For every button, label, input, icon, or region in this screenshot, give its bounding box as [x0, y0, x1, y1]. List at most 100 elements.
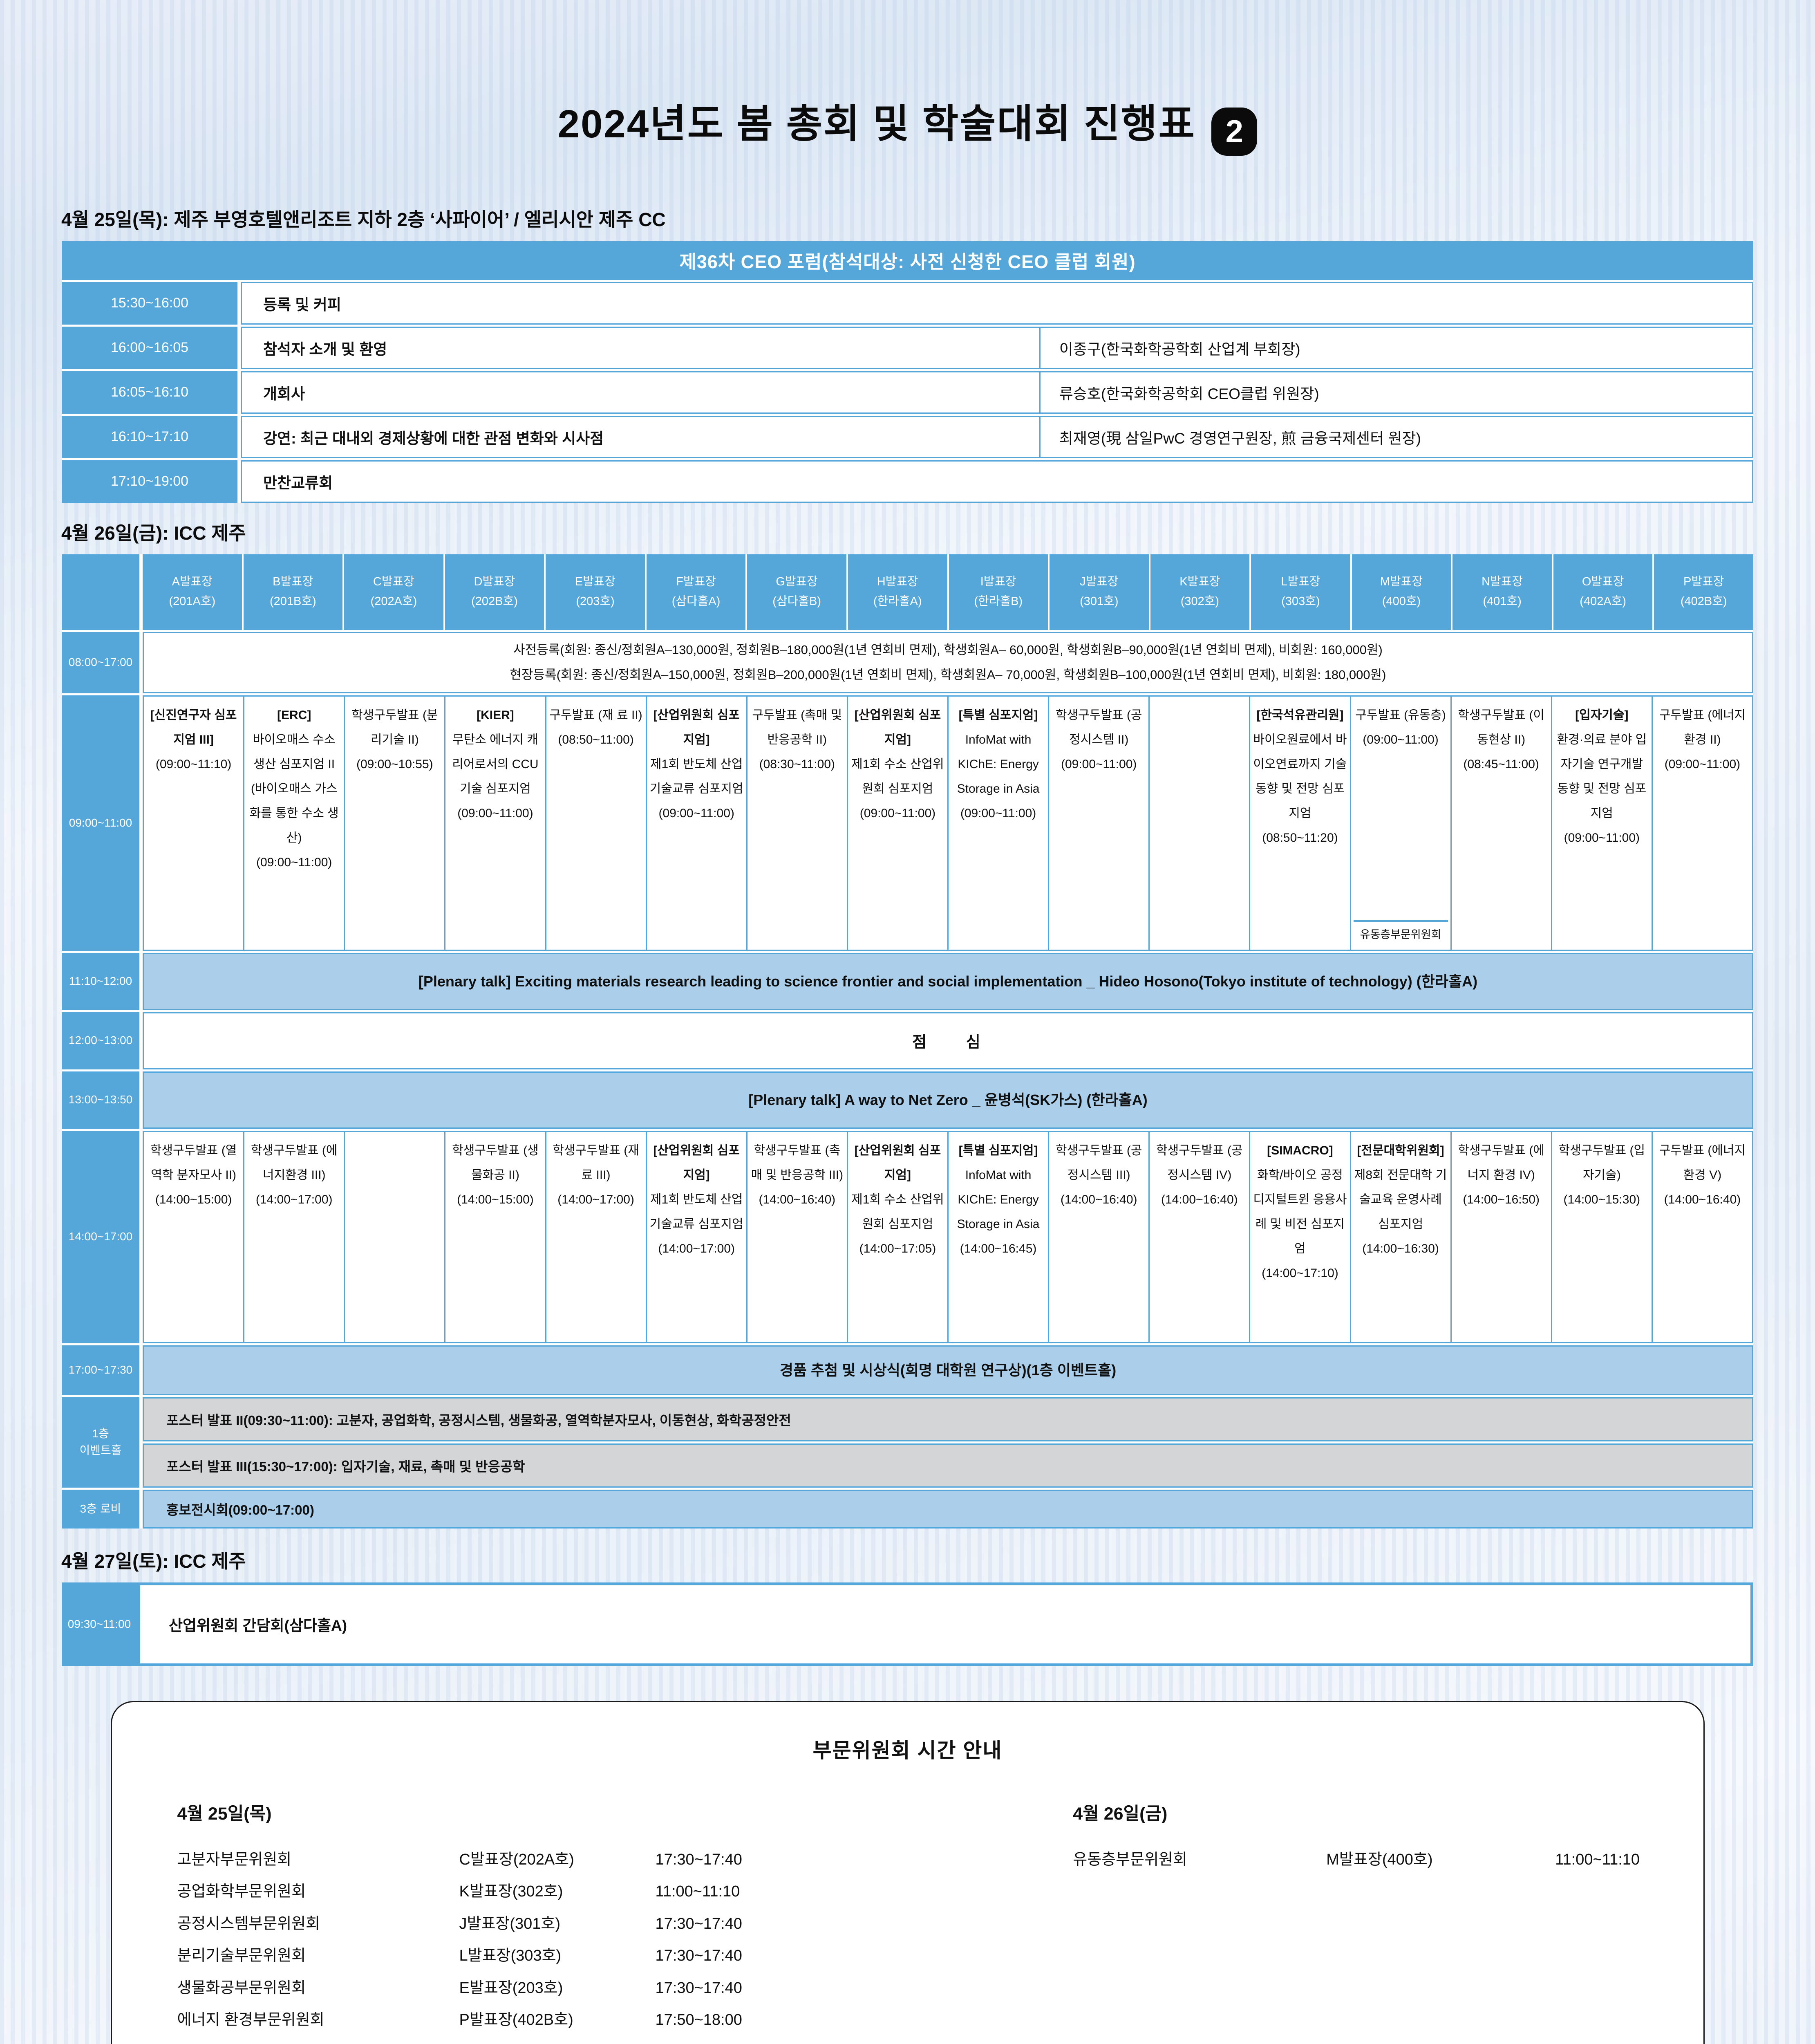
ceo-forum-row: 17:10~19:00 만찬교류회 — [62, 460, 1753, 503]
session-body: 학생구두발표 (에너지 환경 IV) — [1458, 1143, 1544, 1182]
committee-venue: L발표장(303호) — [459, 1947, 562, 1964]
session-cell: [ERC] 바이오매스 수소 생산 심포지엄 II (바이오매스 가스화를 통한 … — [244, 696, 344, 950]
room-location: (400호) — [1382, 595, 1421, 608]
ceo-row-cells: 개회사 류승호(한국화학공학회 CEO클럽 위원장) — [241, 371, 1753, 414]
ceo-row-cells: 만찬교류회 — [241, 460, 1753, 503]
room-location: (402A호) — [1580, 595, 1627, 608]
session-time: (09:00~11:00) — [256, 855, 332, 869]
row-time: 09:00~11:00 — [62, 695, 139, 951]
session-time: (14:00~17:10) — [1262, 1266, 1338, 1280]
session-cell: 구두발표 (에너지 환경 V) (14:00~16:40) — [1652, 1132, 1752, 1342]
committee-venue: C발표장(202A호) — [459, 1851, 574, 1868]
session-time: (14:00~17:05) — [859, 1242, 936, 1255]
room-header-cell: B발표장 (201B호) — [243, 554, 343, 630]
ceo-row-item: 강연: 최근 대내외 경제상황에 대한 관점 변화와 시사점 — [242, 417, 1039, 457]
plenary2-row: 13:00~13:50 [Plenary talk] A way to Net … — [62, 1071, 1753, 1129]
committee-venue: E발표장(203호) — [459, 1979, 563, 1997]
room-name: M발표장 — [1380, 575, 1423, 589]
row-time: 14:00~17:00 — [62, 1130, 139, 1343]
session-cell: [산업위원회 심포지엄] 제1회 수소 산업위원회 심포지엄 (14:00~17:0… — [848, 1132, 947, 1342]
ceo-row-cells: 참석자 소개 및 환영 이종구(한국화학공학회 산업계 부회장) — [241, 326, 1753, 369]
committee-time: 17:30~17:40 — [655, 1851, 742, 1868]
room-name: O발표장 — [1582, 575, 1624, 589]
room-header-cell: F발표장 (삼다홀A) — [646, 554, 746, 630]
session-cell: [산업위원회 심포지엄] 제1회 수소 산업위원회 심포지엄 (09:00~11:0… — [848, 696, 947, 950]
committee-name: 열역학분자모사부문위원회 — [177, 2043, 459, 2044]
room-name: K발표장 — [1179, 575, 1220, 589]
room-name: P발표장 — [1683, 575, 1724, 589]
committee-time: 17:10~17:20 — [656, 2043, 1061, 2044]
session-time: (14:00~16:40) — [1161, 1192, 1238, 1206]
ceo-row-item: 만찬교류회 — [242, 461, 1752, 502]
session-cell: [특별 심포지엄] InfoMat with KIChE: Energy Stor… — [949, 1132, 1048, 1342]
session-body: 학생구두발표 (공정시스템 II) — [1055, 708, 1142, 746]
session-time: (14:00~17:00) — [557, 1192, 634, 1206]
ceo-row-time: 16:00~16:05 — [62, 326, 237, 369]
session-title: [산업위원회 심포지엄] — [854, 708, 941, 746]
committee-time: 11:00~11:10 — [1555, 1851, 1640, 1868]
room-header-cells: A발표장 (201A호) B발표장 (201B호) C발표장 (202A호) D발표장 (20… — [143, 554, 1753, 630]
ceo-forum-row: 16:05~16:10 개회사 류승호(한국화학공학회 CEO클럽 위원장) — [62, 371, 1753, 414]
committee-name: 공업화학부문위원회 — [177, 1883, 306, 1900]
room-location: (삼다홀B) — [772, 595, 821, 608]
room-header-corner — [62, 554, 139, 630]
room-header-row: A발표장 (201A호) B발표장 (201B호) C발표장 (202A호) D발표장 (20… — [62, 554, 1753, 630]
room-location: (한라홀A) — [873, 595, 922, 608]
committee-venue: M발표장(400호) — [1326, 1851, 1433, 1868]
session-body: 학생구두발표 (공정시스템 III) — [1055, 1143, 1142, 1182]
session-cell: 학생구두발표 (입자기술) (14:00~15:30) — [1552, 1132, 1652, 1342]
session-body: 학생구두발표 (생물화공 II) — [452, 1143, 539, 1182]
session-cell: 학생구두발표 (촉매 및 반응공학 III) (14:00~16:40) — [747, 1132, 847, 1342]
session-body: 학생구두발표 (열역학 분자모사 II) — [150, 1143, 237, 1182]
session-time: (09:00~11:00) — [1664, 757, 1741, 771]
session-body: 구두발표 (에너지 환경 II) — [1659, 708, 1746, 746]
registration-cell: 사전등록(회원: 종신/정회원A–130,000원, 정회원B–180,000원… — [144, 633, 1752, 692]
room-location: (303호) — [1281, 595, 1320, 608]
room-location: (203호) — [576, 595, 615, 608]
session-time: (09:00~10:55) — [356, 757, 433, 771]
committee-name: 유동층부문위원회 — [1073, 1851, 1187, 1868]
committee-group: 4월 25일(목) 고분자부문위원회 C발표장(202A호) 17:30~17:40 공… — [177, 1800, 1061, 2044]
ceo-forum-row: 16:00~16:05 참석자 소개 및 환영 이종구(한국화학공학회 산업계 부회… — [62, 326, 1753, 369]
session-body: 제1회 수소 산업위원회 심포지엄 — [851, 757, 944, 796]
session-cell: 학생구두발표 (이동현상 II) (08:45~11:00) — [1451, 696, 1551, 950]
room-header-cell: N발표장 (401호) — [1452, 554, 1552, 630]
committee-name: 고분자부문위원회 — [177, 1851, 292, 1868]
session-cell: [전문대학위원회] 제8회 전문대학 기술교육 운영사례 심포지엄 (14:00~1… — [1351, 1132, 1450, 1342]
session-time: (14:00~16:40) — [1060, 1192, 1137, 1206]
session-cell: 학생구두발표 (재 료 III) (14:00~17:00) — [546, 1132, 646, 1342]
room-header-cell: K발표장 (302호) — [1150, 554, 1250, 630]
session-title: [ERC] — [277, 708, 311, 722]
room-name: J발표장 — [1080, 575, 1119, 589]
day2-heading: 4월 26일(금): ICC 제주 — [61, 522, 246, 544]
room-name: E발표장 — [575, 575, 616, 589]
session-title: [SIMACRO] — [1267, 1143, 1333, 1157]
lunch-cell: 점 심 — [144, 1013, 1752, 1068]
session-cell: [산업위원회 심포지엄] 제1회 반도체 산업 기술교류 심포지엄 (14:00~1… — [647, 1132, 746, 1342]
event-hall-rows: 1층 이벤트홀 포스터 발표 II(09:30~11:00): 고분자, 공업화… — [62, 1397, 1753, 1488]
session-title: [전문대학위원회] — [1357, 1143, 1444, 1157]
session-time: (09:00~11:00) — [960, 806, 1036, 820]
room-header-cell: J발표장 (301호) — [1050, 554, 1149, 630]
row-time: 11:10~12:00 — [62, 953, 139, 1010]
committee-rows: 유동층부문위원회 M발표장(400호) 11:00~11:10 — [1073, 1850, 1654, 1870]
session-body: 바이오원료에서 바이오연료까지 기술동향 및 전망 심포지엄 — [1253, 733, 1347, 820]
ceo-row-item: 참석자 소개 및 환영 — [242, 327, 1039, 368]
room-header-cell: O발표장 (402A호) — [1553, 554, 1653, 630]
session-body: 제1회 반도체 산업 기술교류 심포지엄 — [649, 757, 743, 796]
committee-day-heading: 4월 25일(목) — [177, 1804, 272, 1824]
room-header-cell: M발표장 (400호) — [1352, 554, 1451, 630]
committee-box-title: 부문위원회 시간 안내 — [812, 1739, 1003, 1762]
plenary1-cell: [Plenary talk] Exciting materials resear… — [144, 954, 1752, 1009]
session-time: (08:50~11:00) — [558, 733, 634, 746]
session-cell: 학생구두발표 (분리기술 II) (09:00~10:55) — [345, 696, 445, 950]
page-number-badge: 2 — [1211, 107, 1258, 156]
session-time: (09:00~11:00) — [658, 806, 734, 820]
session-body: 무탄소 에너지 캐리어로서의 CCU 기술 심포지엄 — [452, 733, 539, 796]
session-title: [산업위원회 심포지엄] — [653, 1143, 740, 1182]
room-name: D발표장 — [474, 575, 515, 589]
ceo-row-time: 16:05~16:10 — [62, 371, 237, 414]
session-cell: 구두발표 (촉매 및 반응공학 II) (08:30~11:00) — [747, 696, 847, 950]
ceo-forum-row: 16:10~17:10 강연: 최근 대내외 경제상황에 대한 관점 변화와 시사… — [62, 415, 1753, 458]
session-time: (09:00~11:00) — [1564, 831, 1640, 845]
